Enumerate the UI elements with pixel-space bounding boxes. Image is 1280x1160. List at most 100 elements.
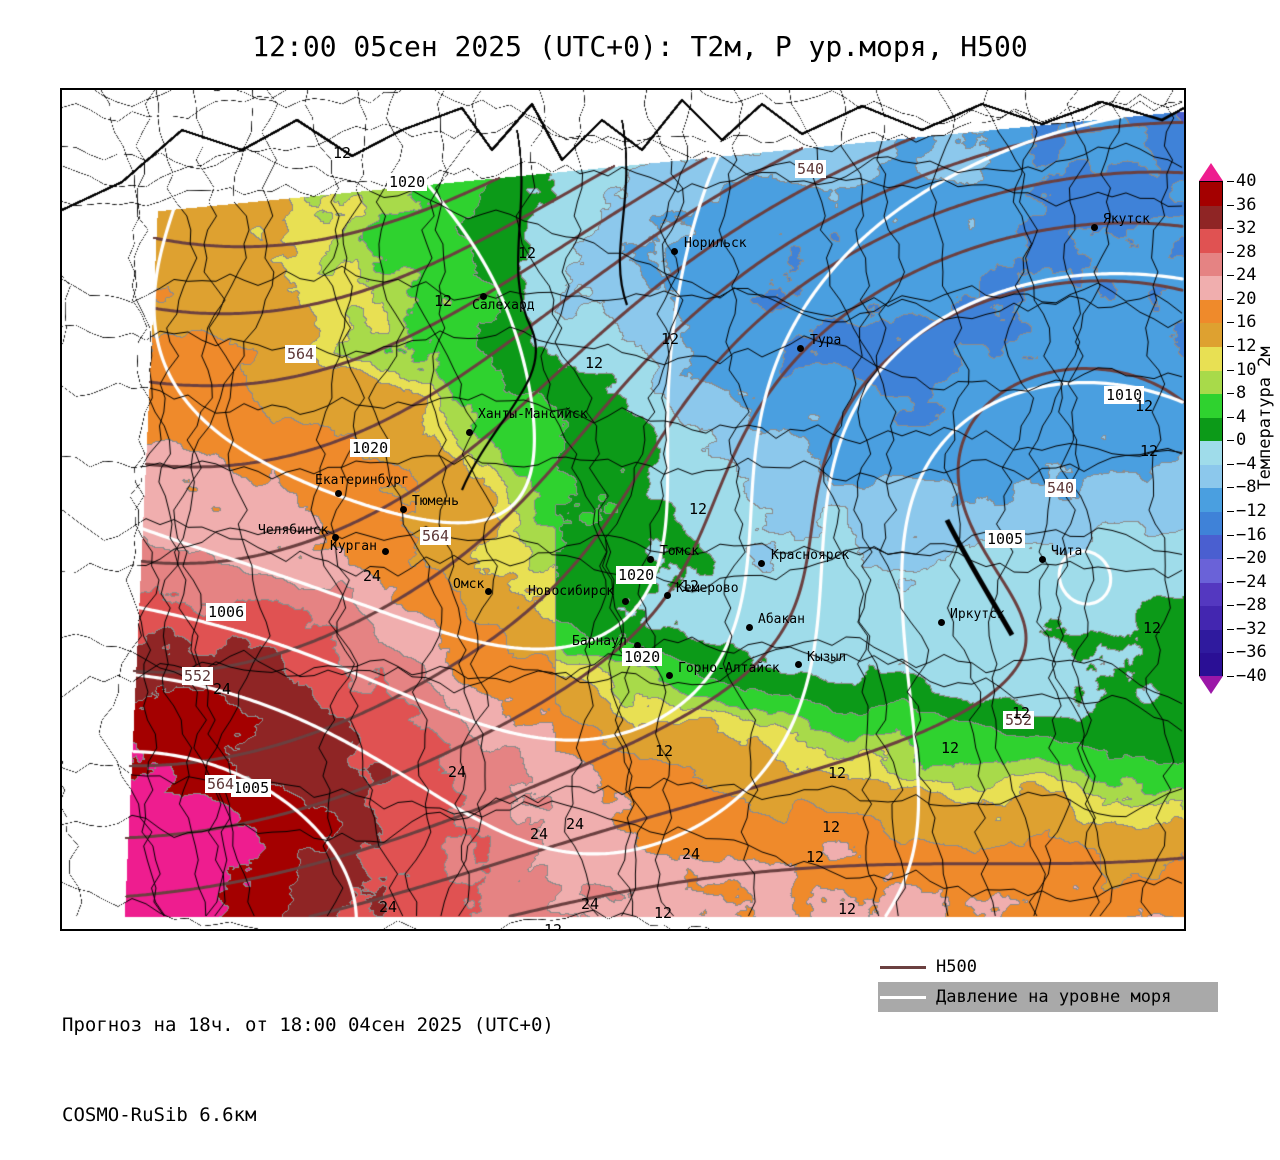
- city-label: Омск: [453, 577, 485, 592]
- city-label: Красноярск: [771, 548, 850, 563]
- contour-label-slp: 1005: [985, 530, 1026, 548]
- contour-label-slp: 1020: [350, 439, 391, 457]
- contour-label-slp: 1020: [387, 173, 428, 191]
- contour-label-temp: 24: [213, 680, 232, 698]
- colorbar-band: [1200, 276, 1222, 300]
- weather-map-frame[interactable]: Якутск Норильск Тура Салехард Ханты-Мансийск…: [60, 88, 1186, 931]
- contour-label-h500: 540: [795, 160, 827, 178]
- colorbar-band: [1200, 606, 1222, 630]
- contour-label-temp: 12: [1012, 704, 1031, 722]
- contour-label-h500: 540: [1045, 479, 1077, 497]
- city-marker: [758, 560, 765, 567]
- colorbar-under-arrow: [1199, 676, 1223, 694]
- colorbar-axis-title: Температура 2м: [1255, 346, 1275, 490]
- city-marker: [400, 506, 407, 513]
- colorbar-tick: [1227, 463, 1234, 465]
- city-marker: [466, 429, 473, 436]
- colorbar-band: [1200, 346, 1222, 371]
- colorbar-tick-label: 10: [1236, 359, 1257, 380]
- contour-label-slp: 1020: [622, 648, 663, 666]
- colorbar-tick: [1227, 369, 1234, 371]
- city-label: Тюмень: [412, 494, 459, 509]
- colorbar-band: [1200, 394, 1222, 418]
- colorbar-tick-label: 4: [1236, 406, 1247, 427]
- contour-label-slp: 1005: [231, 779, 272, 797]
- contour-label-temp: 24: [566, 815, 585, 833]
- legend-label-h500: H500: [936, 957, 977, 977]
- colorbar-tick: [1227, 251, 1234, 253]
- colorbar-tick-label: −24: [1236, 571, 1267, 592]
- colorbar-tick: [1227, 416, 1234, 418]
- city-label: Якутск: [1103, 212, 1150, 227]
- colorbar-tick-label: 24: [1236, 265, 1257, 286]
- colorbar-tick-label: −16: [1236, 524, 1267, 545]
- city-label: Курган: [330, 539, 377, 554]
- colorbar-over-arrow: [1199, 163, 1223, 181]
- colorbar-tick: [1227, 628, 1234, 630]
- colorbar-tick-labels: 40 36 32 28 24 20 16 12 10 8 4 0 −4 −8 −12 −16 −20 −24 −28…: [1227, 173, 1279, 685]
- contour-label-temp: 12: [1135, 397, 1154, 415]
- contour-label-temp: 12: [544, 921, 563, 931]
- colorbar-band: [1200, 653, 1222, 677]
- city-marker: [797, 345, 804, 352]
- colorbar-band: [1200, 582, 1222, 607]
- legend-row-h500: H500: [878, 952, 1218, 982]
- colorbar-tick: [1227, 228, 1234, 230]
- contour-label-temp: 12: [1140, 442, 1159, 460]
- contour-label-slp: 1006: [206, 603, 247, 621]
- colorbar-tick: [1227, 322, 1234, 324]
- colorbar-tick: [1227, 605, 1234, 607]
- city-label: Кемерово: [676, 581, 739, 596]
- contour-label-temp: 12: [681, 577, 700, 595]
- colorbar-tick-label: −4: [1236, 453, 1257, 474]
- colorbar-tick-label: 32: [1236, 218, 1257, 239]
- city-label: Норильск: [684, 236, 747, 251]
- city-label: Иркутск: [950, 607, 1005, 622]
- contour-label-temp: 12: [434, 292, 453, 310]
- h500-line-swatch: [880, 965, 926, 969]
- colorbar-tick-label: 8: [1236, 383, 1247, 404]
- city-label: Салехард: [472, 298, 535, 313]
- city-marker: [746, 624, 753, 631]
- colorbar-band: [1200, 417, 1222, 442]
- colorbar-band: [1200, 252, 1222, 277]
- contour-label-temp: 12: [689, 500, 708, 518]
- colorbar-band: [1200, 229, 1222, 253]
- colorbar-tick: [1227, 181, 1234, 182]
- page-title: 12:00 05сен 2025 (UTC+0): T2м, P ур.моря…: [252, 30, 1028, 63]
- contour-label-temp: 12: [518, 244, 537, 262]
- contour-label-h500: 564: [205, 775, 237, 793]
- colorbar-band: [1200, 323, 1222, 347]
- city-label: Томск: [660, 544, 700, 559]
- city-label: Горно-Алтайск: [678, 661, 780, 676]
- contour-label-h500: 552: [182, 667, 214, 685]
- contour-label-temp: 12: [661, 330, 680, 348]
- contour-label-temp: 12: [1143, 619, 1162, 637]
- colorbar-tick: [1227, 652, 1234, 654]
- colorbar-tick: [1227, 440, 1234, 442]
- colorbar-tick-label: −20: [1236, 548, 1267, 569]
- city-marker: [480, 293, 487, 300]
- contour-label-h500: 564: [285, 345, 317, 363]
- colorbar-tick: [1227, 511, 1234, 512]
- colorbar-band: [1200, 488, 1222, 512]
- colorbar-tick-label: 16: [1236, 312, 1257, 333]
- city-label: Тура: [810, 333, 842, 348]
- city-marker: [664, 592, 671, 599]
- city-label: Чита: [1051, 544, 1083, 559]
- colorbar-band: [1200, 441, 1222, 465]
- contour-label-temp: 12: [585, 354, 604, 372]
- model-name-line: COSMO-RuSib 6.6км: [62, 1104, 257, 1126]
- contour-label-temp: 12: [828, 764, 847, 782]
- forecast-validity-line: Прогноз на 18ч. от 18:00 04сен 2025 (UTC…: [62, 1014, 554, 1036]
- contour-label-temp: 24: [448, 763, 467, 781]
- contour-label-temp: 24: [379, 898, 398, 916]
- colorbar-band: [1200, 629, 1222, 654]
- city-marker: [647, 556, 654, 563]
- colorbar-tick: [1227, 581, 1234, 583]
- colorbar-tick: [1227, 487, 1234, 489]
- contour-label-temp: 12: [333, 144, 352, 162]
- colorbar-tick-label: 28: [1236, 241, 1257, 262]
- legend-row-slp: Давление на уровне моря: [878, 982, 1218, 1012]
- colorbar-tick-label: −36: [1236, 642, 1267, 663]
